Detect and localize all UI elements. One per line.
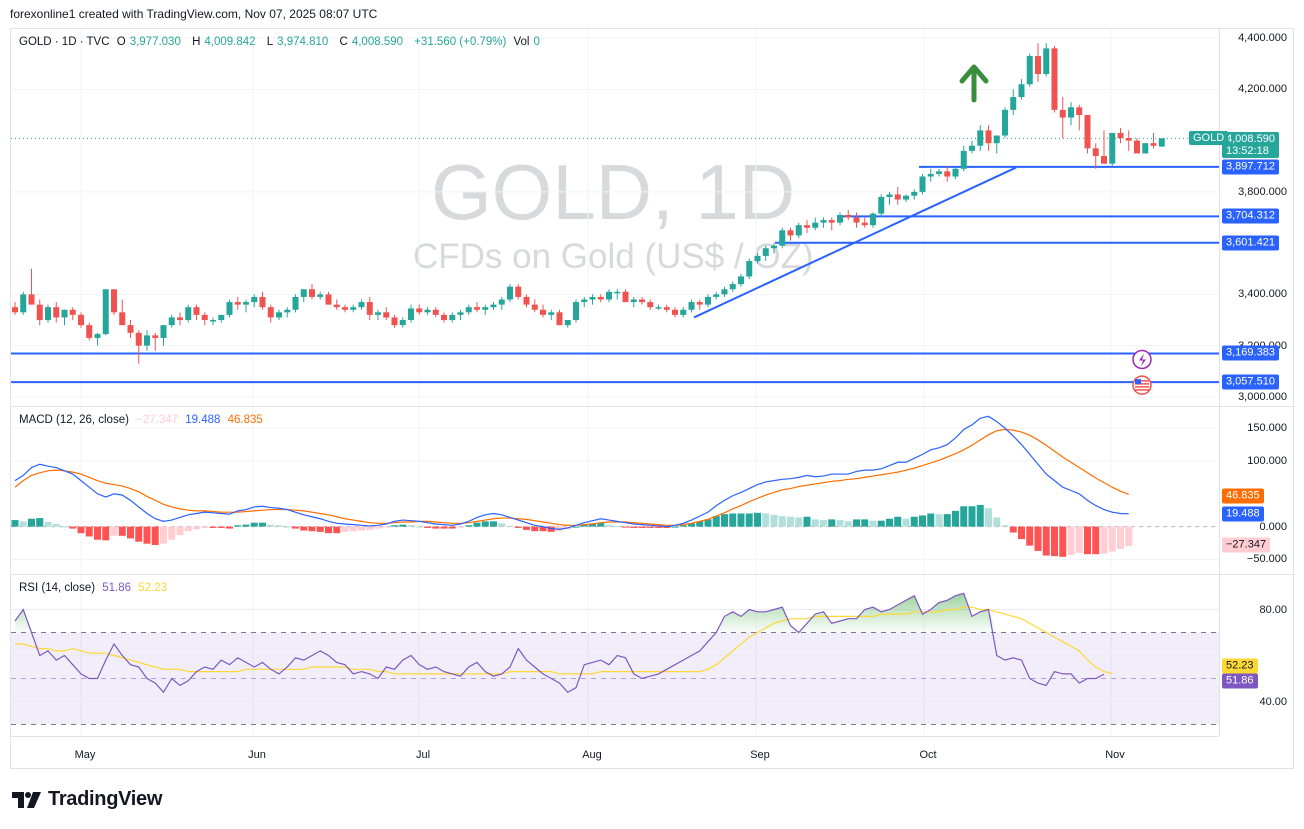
macd-value-tag: 19.488 xyxy=(1222,506,1264,522)
rsi-chart[interactable] xyxy=(11,575,1219,736)
chart-caption: forexonline1 created with TradingView.co… xyxy=(10,7,378,21)
time-tick: Jul xyxy=(415,749,431,761)
macd-tick: 100.000 xyxy=(1247,454,1287,467)
level-price-tag[interactable]: 3,897.712 xyxy=(1222,159,1279,175)
rsi-tick: 80.00 xyxy=(1259,603,1287,616)
volume: Vol 0 xyxy=(513,36,540,48)
macd-line-value: 19.488 xyxy=(185,414,221,426)
price-tick: 3,000.000 xyxy=(1238,390,1287,403)
macd-value-tag: 46.835 xyxy=(1222,488,1264,504)
candlestick-chart[interactable] xyxy=(11,29,1219,406)
current-price-tag: 4,008.590 13:52:18 xyxy=(1222,132,1279,159)
tradingview-logo-icon xyxy=(12,791,41,808)
symbol-name[interactable]: GOLD · 1D · TVC xyxy=(19,36,110,48)
ohlc-close: C 4,008.590 xyxy=(339,36,404,48)
rsi-label[interactable]: RSI (14, close) xyxy=(19,582,96,594)
macd-axis[interactable]: 150.000 100.000 0.000 −50.000 46.835 19.488 −2… xyxy=(1219,407,1295,574)
lightning-event-icon xyxy=(1132,349,1152,370)
time-tick: Jun xyxy=(248,749,266,761)
time-tick: Aug xyxy=(582,749,602,761)
rsi-legend: RSI (14, close) 51.86 52.23 xyxy=(19,582,171,594)
ohlc-low: L 3,974.810 xyxy=(266,36,329,48)
macd-value-tag: −27.347 xyxy=(1222,537,1271,553)
time-axis[interactable]: May Jun Jul Aug Sep Oct Nov xyxy=(11,736,1219,770)
macd-chart[interactable] xyxy=(11,407,1219,574)
price-tick: 4,400.000 xyxy=(1238,32,1287,45)
ohlc-change: +31.560 (+0.79%) xyxy=(414,36,507,48)
price-axis[interactable]: 4,400.0004,200.0003,800.0003,400.0003,20… xyxy=(1219,29,1295,406)
chart-frame: GOLD, 1D CFDs on Gold (US$ / OZ) GOLD · … xyxy=(10,28,1295,770)
macd-signal-value: 46.835 xyxy=(227,414,263,426)
up-arrow-icon xyxy=(959,64,989,103)
tradingview-logo[interactable]: TradingView xyxy=(12,788,162,811)
macd-legend: MACD (12, 26, close) −27.347 19.488 46.8… xyxy=(19,414,267,426)
rsi-value: 51.86 xyxy=(102,582,132,594)
level-price-tag[interactable]: 3,704.312 xyxy=(1222,208,1279,224)
pane-divider[interactable] xyxy=(11,406,1295,407)
level-price-tag[interactable]: 3,169.383 xyxy=(1222,345,1279,361)
symbol-tag: GOLD xyxy=(1189,131,1229,146)
rsi-axis[interactable]: 80.00 40.00 52.23 51.86 xyxy=(1219,575,1295,736)
macd-label[interactable]: MACD (12, 26, close) xyxy=(19,414,129,426)
ohlc-open: O 3,977.030 xyxy=(116,36,181,48)
macd-tick: 150.000 xyxy=(1247,422,1287,435)
rsi-tick: 40.00 xyxy=(1259,695,1287,708)
rsi-pane[interactable] xyxy=(11,575,1219,736)
brand-name: TradingView xyxy=(48,788,163,810)
price-tick: 3,400.000 xyxy=(1238,288,1287,301)
macd-pane[interactable] xyxy=(11,407,1219,574)
level-price-tag[interactable]: 3,057.510 xyxy=(1222,374,1279,390)
ohlc-high: H 4,009.842 xyxy=(192,36,256,48)
macd-hist-value: −27.347 xyxy=(136,414,179,426)
time-tick: Oct xyxy=(919,749,937,761)
rsi-ma-value: 52.23 xyxy=(138,582,168,594)
price-tick: 4,200.000 xyxy=(1238,83,1287,96)
time-tick: Sep xyxy=(750,749,770,761)
rsi-value-tag: 52.23 xyxy=(1222,658,1258,674)
pane-divider[interactable] xyxy=(11,574,1295,575)
time-tick: Nov xyxy=(1105,749,1125,761)
time-tick: May xyxy=(74,749,96,761)
rsi-value-tag: 51.86 xyxy=(1222,673,1258,689)
us-flag-event-icon xyxy=(1132,375,1152,395)
price-tick: 3,800.000 xyxy=(1238,185,1287,198)
macd-tick: 0.000 xyxy=(1259,520,1287,533)
price-pane[interactable]: GOLD, 1D CFDs on Gold (US$ / OZ) xyxy=(11,29,1219,406)
macd-tick: −50.000 xyxy=(1246,553,1287,566)
level-price-tag[interactable]: 3,601.421 xyxy=(1222,235,1279,251)
